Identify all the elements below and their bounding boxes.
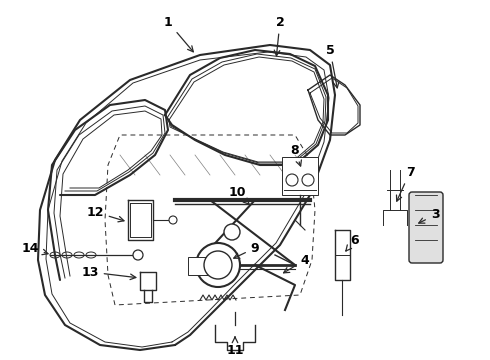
Text: 4: 4 (284, 253, 309, 273)
Text: 7: 7 (396, 166, 415, 201)
Text: 14: 14 (21, 242, 48, 255)
FancyBboxPatch shape (409, 192, 443, 263)
Text: 2: 2 (274, 15, 284, 56)
Circle shape (133, 250, 143, 260)
Circle shape (224, 224, 240, 240)
Text: 13: 13 (81, 266, 136, 280)
Text: 5: 5 (326, 44, 339, 88)
Text: 8: 8 (291, 144, 301, 166)
Text: 3: 3 (419, 208, 440, 223)
Circle shape (302, 174, 314, 186)
Bar (188, 257, 208, 275)
Text: 6: 6 (346, 234, 359, 251)
Circle shape (169, 216, 177, 224)
Circle shape (286, 174, 298, 186)
Text: 9: 9 (234, 242, 259, 258)
Bar (282, 157, 318, 195)
Circle shape (204, 251, 232, 279)
Text: 1: 1 (164, 15, 193, 52)
Text: 12: 12 (86, 206, 124, 222)
Circle shape (196, 243, 240, 287)
Text: 10: 10 (228, 185, 249, 204)
Text: 11: 11 (226, 337, 244, 356)
